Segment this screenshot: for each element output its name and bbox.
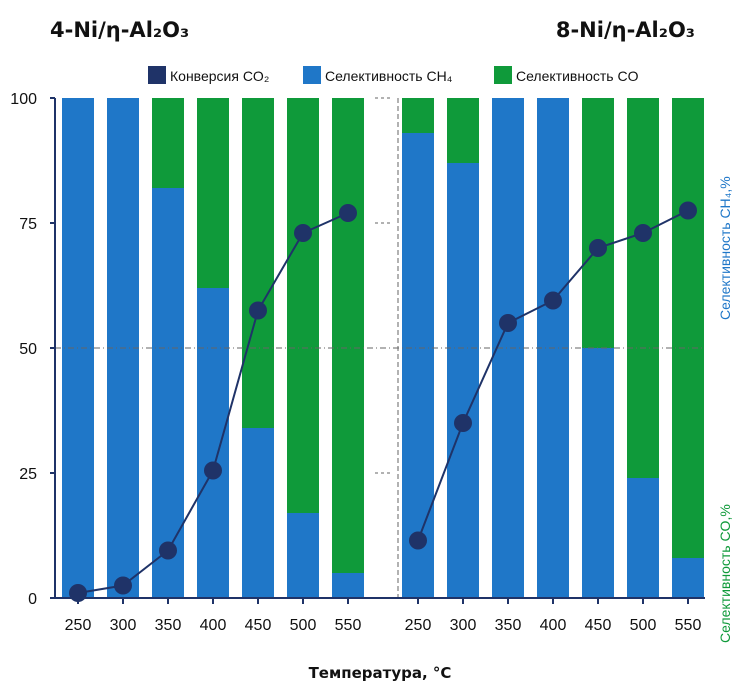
- legend-swatch-co: [494, 66, 512, 84]
- conversion-point: [679, 201, 697, 220]
- legend-swatch-ch4: [303, 66, 321, 84]
- y-tick-label: 25: [19, 466, 37, 483]
- bar-ch4-selectivity: [152, 188, 184, 598]
- y-tick-label: 50: [19, 341, 37, 358]
- x-tick-label: 550: [675, 617, 702, 634]
- conversion-point: [159, 541, 177, 560]
- bar-co-selectivity: [582, 98, 614, 348]
- right-panel-title: 8-Ni/η-Al₂O₃: [556, 18, 695, 42]
- legend-label-conversion: Конверсия CO₂: [170, 68, 269, 84]
- x-tick-label: 400: [540, 617, 567, 634]
- bar-ch4-selectivity: [672, 558, 704, 598]
- y-tick-label: 0: [28, 591, 37, 608]
- conversion-point: [544, 291, 562, 310]
- plot-area: 0 25 50 75 100 250 300 350 400 450 500 550 250 300 350…: [10, 91, 705, 634]
- x-tick-label: 550: [335, 617, 362, 634]
- bar-ch4-selectivity: [332, 573, 364, 598]
- legend-swatch-conversion: [148, 66, 166, 84]
- bar-co-selectivity: [332, 98, 364, 573]
- bar-co-selectivity: [242, 98, 274, 428]
- y-tick-label: 100: [10, 91, 37, 108]
- conversion-point: [114, 576, 132, 595]
- bar-ch4-selectivity: [627, 478, 659, 598]
- x-tick-label: 350: [495, 617, 522, 634]
- y-tick-label: 75: [19, 216, 37, 233]
- x-tick-label: 500: [630, 617, 657, 634]
- conversion-point: [204, 461, 222, 480]
- bar-ch4-selectivity: [197, 288, 229, 598]
- conversion-point: [409, 531, 427, 550]
- bar-co-selectivity: [402, 98, 434, 133]
- conversion-point: [294, 224, 312, 242]
- bar-co-selectivity: [287, 98, 319, 513]
- x-tick-label: 400: [200, 617, 227, 634]
- x-axis-title: Температура, °C: [309, 664, 452, 682]
- x-tick-label: 350: [155, 617, 182, 634]
- conversion-point: [499, 314, 517, 332]
- legend-label-co: Селективность CO: [516, 68, 639, 84]
- left-panel-title: 4-Ni/η-Al₂O₃: [50, 18, 189, 42]
- legend: Конверсия CO₂ Селективность CH₄ Селектив…: [148, 66, 639, 84]
- conversion-point: [454, 414, 472, 432]
- legend-label-ch4: Селективность CH₄: [325, 68, 453, 84]
- x-tick-label: 250: [405, 617, 432, 634]
- bar-ch4-selectivity: [582, 348, 614, 598]
- bar-ch4-selectivity: [287, 513, 319, 598]
- bar-co-selectivity: [672, 98, 704, 558]
- bar-ch4-selectivity: [242, 428, 274, 598]
- x-tick-label: 500: [290, 617, 317, 634]
- x-tick-label: 300: [110, 617, 137, 634]
- bar-co-selectivity: [152, 98, 184, 188]
- bar-co-selectivity: [627, 98, 659, 478]
- bar-co-selectivity: [447, 98, 479, 163]
- side-label-co: Селективность CO,%: [717, 504, 733, 643]
- conversion-point: [634, 224, 652, 242]
- x-tick-label: 450: [585, 617, 612, 634]
- x-tick-label: 250: [65, 617, 92, 634]
- conversion-point: [69, 584, 87, 602]
- conversion-point: [589, 239, 607, 257]
- x-tick-label: 300: [450, 617, 477, 634]
- bar-ch4-selectivity: [402, 133, 434, 598]
- conversion-point: [339, 204, 357, 222]
- side-label-ch4: Селективность CH₄,%: [717, 176, 733, 320]
- bar-ch4-selectivity: [447, 163, 479, 598]
- conversion-point: [249, 301, 267, 320]
- bar-co-selectivity: [197, 98, 229, 288]
- x-tick-label: 450: [245, 617, 272, 634]
